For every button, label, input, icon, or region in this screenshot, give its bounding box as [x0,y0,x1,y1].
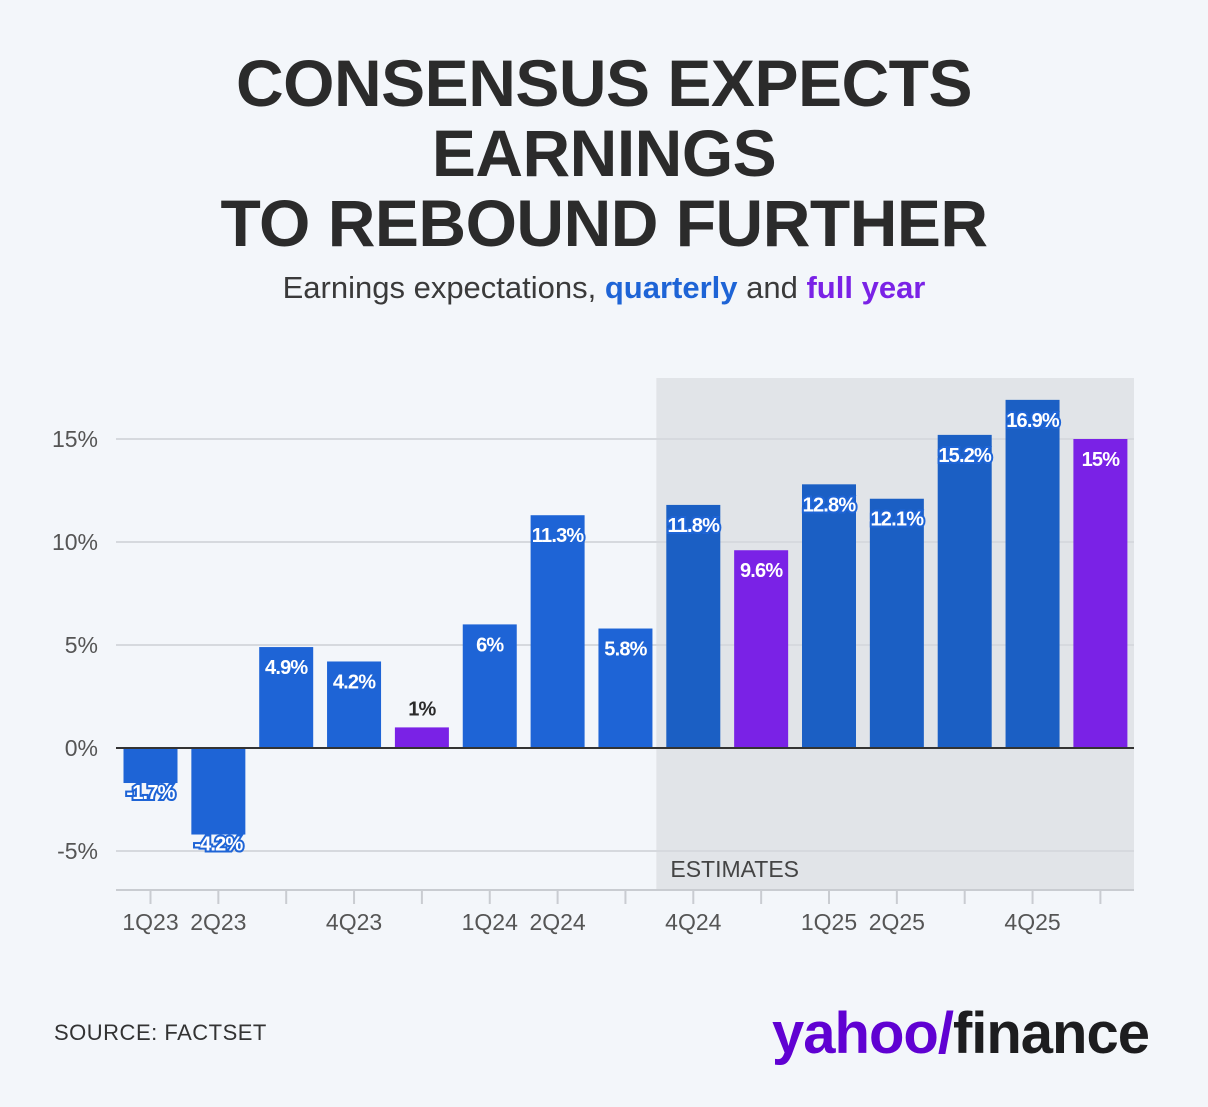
data-label: 5.8% [604,639,647,661]
data-label: 16.9% [1006,410,1060,432]
logo-finance: finance [952,1001,1150,1066]
data-label: 11.8% [667,515,720,537]
data-label: 1% [408,698,436,720]
data-label: 4.2% [333,671,376,693]
logo-yahoo: yahoo [772,1001,939,1066]
chart-subtitle: Earnings expectations, quarterly and ful… [0,270,1208,306]
bar-3q24 [598,628,653,748]
x-tick-label: 2Q25 [869,909,925,935]
x-tick-label: 4Q23 [326,909,382,935]
subtitle-middle: and [737,270,807,305]
x-tick-label: 1Q24 [462,909,518,935]
data-label: -4.2% [194,834,243,856]
bar-2q25 [869,498,924,748]
bar-2q24 [530,515,585,748]
data-label: 4.9% [265,657,308,679]
bar-4q25 [1005,399,1060,748]
bar-4q23 [327,661,382,748]
data-label: 12.1% [870,509,924,531]
source-note: SOURCE: FACTSET [54,1020,267,1045]
data-label: 15.2% [938,445,992,467]
bar-2024 [734,550,789,748]
y-tick-label: -5% [57,838,98,864]
x-tick-label: 4Q24 [665,909,721,935]
bar-2025 [1073,439,1128,748]
x-tick-label: 1Q23 [122,909,178,935]
data-label: 9.6% [740,560,783,582]
bar-chart: ESTIMATES 15% 10% 5% 0% -5% -1.7% -4.2% 4.9% 4.2%… [52,378,1134,935]
bar-3q23 [259,647,314,748]
title-line-3: TO REBOUND FURTHER [220,186,988,260]
bar-2023 [394,727,449,748]
data-label: -1.7% [126,782,175,804]
bar-1q25 [802,484,856,748]
y-tick-label: 5% [65,632,98,658]
data-label: 11.3% [532,525,585,547]
yahoo-finance-logo: yahoo/finance [772,1000,1150,1067]
data-label: 12.8% [803,494,857,516]
chart-title: CONSENSUS EXPECTS EARNINGS TO REBOUND FU… [0,48,1208,258]
title-line-2: EARNINGS [431,116,777,190]
title-line-1: CONSENSUS EXPECTS [236,46,973,120]
bar-2q23 [191,748,246,835]
estimates-label: ESTIMATES [670,856,799,882]
subtitle-quarterly: quarterly [604,270,738,305]
subtitle-prefix: Earnings expectations, [282,270,605,305]
logo-slash: / [937,1001,954,1066]
y-tick-label: 0% [65,735,98,761]
x-tick-label: 2Q24 [529,909,585,935]
subtitle-full-year: full year [806,270,926,305]
x-tick-label: 1Q25 [801,909,857,935]
data-label: 6% [476,634,504,656]
y-tick-label: 15% [52,426,98,452]
bar-1q23 [123,748,178,784]
bar-4q24 [666,504,721,748]
y-tick-label: 10% [52,529,98,555]
bar-3q25 [937,434,992,748]
x-tick-label: 4Q25 [1004,909,1060,935]
data-label: 15% [1082,449,1121,471]
bar-1q24 [462,624,517,748]
x-tick-label: 2Q23 [190,909,246,935]
